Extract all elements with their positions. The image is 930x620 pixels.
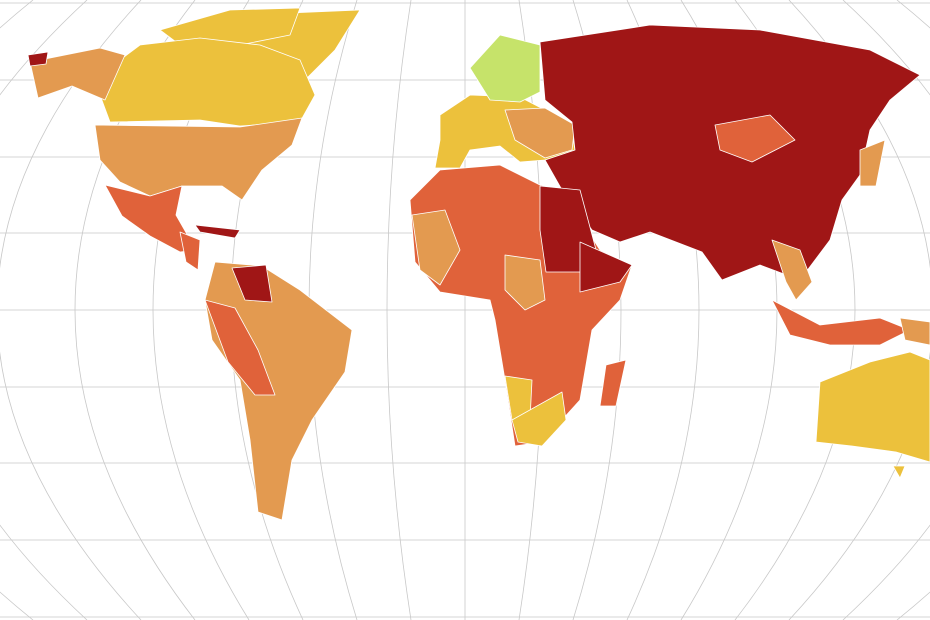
meridian-line (0, 0, 88, 620)
country-japan (859, 139, 886, 187)
country-south-africa (511, 391, 567, 447)
country-papua (899, 317, 930, 346)
country-scandinavia (469, 34, 541, 103)
country-horn-africa (579, 241, 633, 293)
country-west-africa (411, 209, 461, 286)
country-central-america (179, 231, 201, 271)
meridian-line (0, 0, 142, 620)
country-central-africa (504, 254, 546, 311)
country-usa (94, 117, 303, 201)
country-alaska-tip (27, 51, 49, 67)
country-canada (99, 37, 316, 127)
country-south-america (204, 261, 353, 521)
country-tasmania (892, 465, 906, 479)
meridian-line (842, 0, 930, 620)
country-east-europe (504, 107, 576, 159)
country-madagascar (599, 359, 627, 407)
countries (27, 7, 930, 521)
country-australia (815, 351, 930, 463)
meridian-line (386, 0, 412, 620)
country-mongolia (714, 114, 796, 163)
country-peru-bolivia (204, 299, 276, 396)
country-venezuela (231, 264, 273, 303)
country-indonesia (771, 299, 911, 346)
country-alaska (29, 47, 126, 101)
country-cuba (194, 224, 241, 239)
country-se-asia (771, 239, 813, 301)
